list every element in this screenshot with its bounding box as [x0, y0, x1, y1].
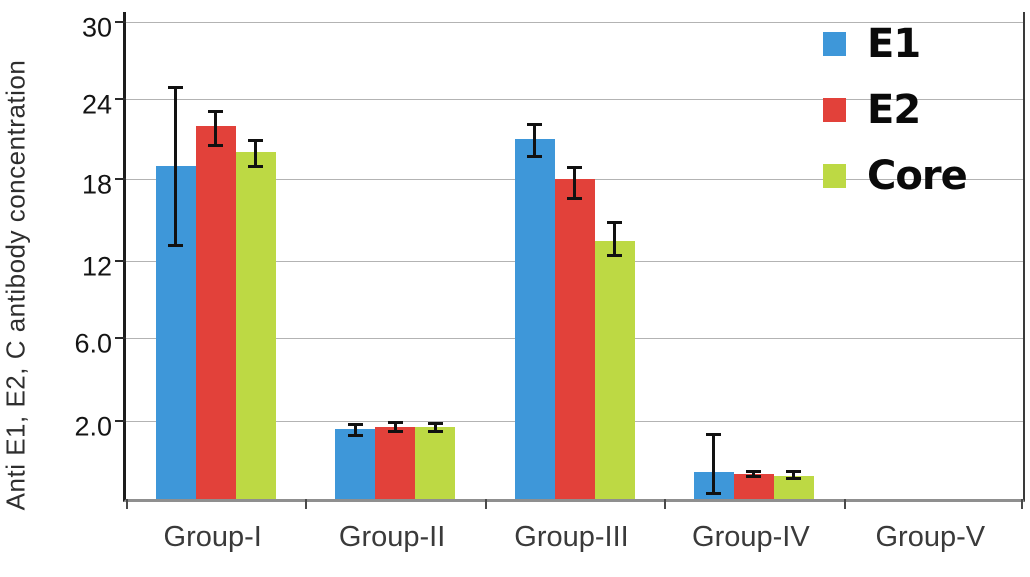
- error-bar-core-group-iii: [613, 221, 616, 257]
- error-bar-cap: [527, 123, 542, 126]
- bar-core-group-iii: [594, 240, 635, 499]
- bar-e2-group-ii: [375, 426, 416, 499]
- bar-core-group-iv: [773, 475, 814, 499]
- x-label-group-i: Group-I: [163, 521, 262, 553]
- legend-label-e2: E2: [867, 87, 921, 133]
- error-bar-cap: [427, 429, 443, 433]
- y-tick-label: 18: [81, 169, 112, 200]
- error-bar-cap: [168, 244, 184, 248]
- bar-core-group-ii: [415, 426, 456, 499]
- y-tick-label: 12: [81, 251, 112, 282]
- core-legend-swatch: [823, 164, 846, 188]
- x-boundary-tick: [843, 499, 846, 509]
- error-bar-e2-group-iv: [752, 469, 756, 478]
- error-bar-cap: [567, 165, 582, 169]
- error-bar-cap: [706, 432, 722, 436]
- error-bar-cap: [786, 476, 802, 480]
- error-bar-core-group-i: [254, 139, 258, 169]
- error-bar-cap: [208, 144, 224, 147]
- e1-legend-swatch: [823, 32, 846, 56]
- error-bar-cap: [347, 422, 363, 426]
- error-bar-cap: [248, 165, 264, 169]
- error-bar-cap: [746, 469, 762, 473]
- bar-e1-group-ii: [335, 428, 376, 499]
- x-label-group-iii: Group-III: [514, 521, 629, 553]
- error-bar-cap: [248, 139, 264, 142]
- y-axis-title: Anti E1, E2, C antibody concentration: [0, 59, 31, 511]
- x-boundary-tick: [1021, 499, 1023, 509]
- error-bar-e1-group-i: [174, 86, 178, 248]
- error-bar-cap: [527, 154, 542, 158]
- y-tick-mark-18: [115, 178, 126, 180]
- error-bar-e1-group-iii: [533, 123, 536, 158]
- legend-label-e1: E1: [867, 21, 921, 67]
- legend-row-e2: E2: [823, 86, 921, 134]
- error-bar-e2-group-i: [214, 109, 218, 147]
- plot-area: [115, 12, 1025, 509]
- e2-legend-swatch: [823, 98, 846, 122]
- y-tick-label: 2.0: [74, 411, 112, 442]
- error-bar-core-group-ii: [433, 422, 437, 433]
- x-label-group-ii: Group-II: [338, 521, 446, 553]
- error-bar-cap: [746, 474, 762, 478]
- y-tick-label: 6.0: [74, 328, 112, 359]
- error-bar-e1-group-ii: [353, 422, 357, 437]
- error-bar-cap: [387, 421, 403, 424]
- x-boundary-tick: [126, 499, 128, 509]
- error-bar-cap: [607, 221, 622, 225]
- y-tick-mark-12: [115, 260, 126, 262]
- bar-e2-group-iii: [554, 179, 595, 499]
- x-label-group-v: Group-V: [875, 521, 986, 553]
- bar-core-group-i: [235, 152, 276, 499]
- y-tick-mark-30: [115, 21, 126, 23]
- bar-e2-group-iv: [733, 473, 774, 499]
- y-tick-mark-24: [115, 98, 126, 100]
- error-bar-cap: [208, 109, 224, 113]
- error-bar-cap: [168, 86, 184, 90]
- y-tick-mark-6.0: [115, 337, 126, 339]
- legend-label-core: Core: [867, 153, 968, 199]
- x-boundary-tick: [305, 499, 308, 509]
- error-bar-cap: [347, 433, 363, 437]
- legend-row-e1: E1: [823, 20, 921, 68]
- y-tick-mark-2.0: [115, 420, 126, 422]
- error-bar-cap: [427, 422, 443, 426]
- gridline-30: [126, 22, 1023, 23]
- error-bar-core-group-iv: [792, 469, 796, 480]
- legend-row-core: Core: [823, 152, 968, 200]
- error-bar-cap: [786, 469, 802, 473]
- error-bar-cap: [387, 429, 403, 433]
- x-boundary-tick: [484, 499, 487, 509]
- error-bar-e2-group-iii: [573, 165, 576, 200]
- error-bar-e1-group-iv: [712, 432, 716, 496]
- bar-e1-group-iii: [514, 139, 555, 499]
- error-bar-e2-group-ii: [393, 421, 397, 433]
- bar-e2-group-i: [195, 125, 236, 499]
- gridline-24: [126, 99, 1023, 100]
- error-bar-cap: [567, 196, 582, 200]
- x-boundary-tick: [664, 499, 667, 509]
- x-label-group-iv: Group-IV: [692, 521, 810, 553]
- error-bar-cap: [706, 492, 722, 496]
- y-tick-label: 30: [81, 12, 112, 43]
- y-tick-label: 24: [81, 89, 112, 120]
- error-bar-cap: [607, 253, 622, 257]
